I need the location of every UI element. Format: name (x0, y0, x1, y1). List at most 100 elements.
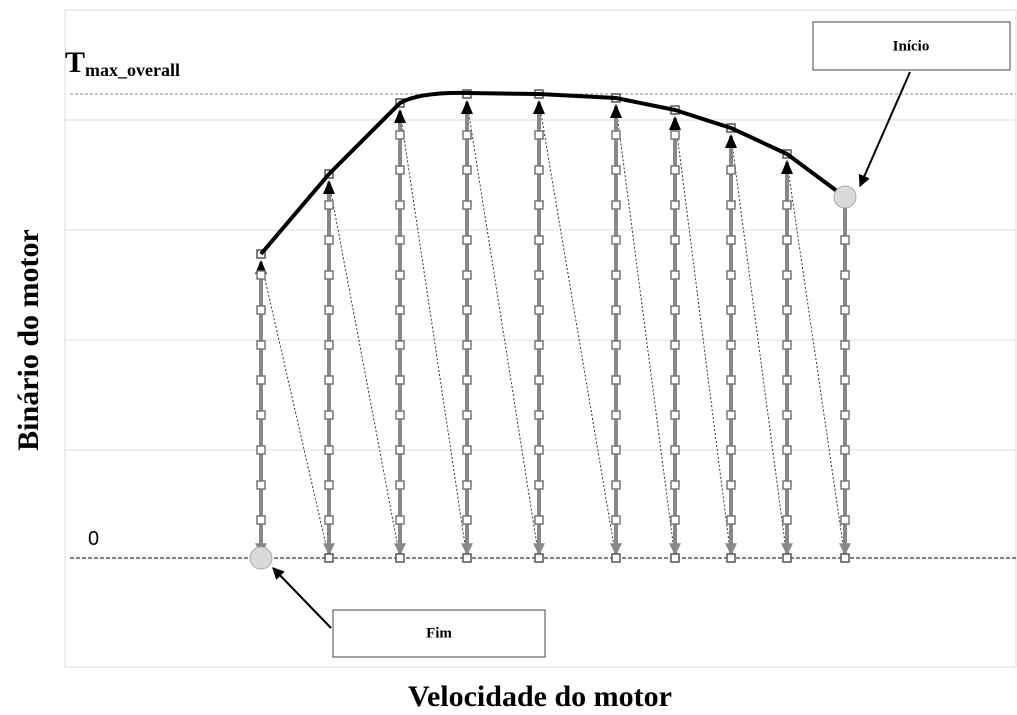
sample-point (256, 375, 266, 385)
sample-point (782, 410, 792, 420)
sample-point (670, 480, 680, 490)
sample-point (670, 270, 680, 280)
arrow-head-up (669, 116, 681, 130)
sample-point (782, 340, 792, 350)
sample-point (462, 200, 472, 210)
sample-point (611, 410, 621, 420)
sample-point (670, 305, 680, 315)
step-dotted (615, 105, 676, 559)
sample-point (611, 445, 621, 455)
sample-point (462, 340, 472, 350)
sample-point (534, 445, 544, 455)
end-point (249, 546, 273, 570)
zero-point (462, 553, 472, 563)
sample-point (324, 270, 334, 280)
sample-point (324, 480, 334, 490)
sample-point (782, 200, 792, 210)
sample-point (670, 410, 680, 420)
sample-point (726, 410, 736, 420)
sample-point (395, 445, 405, 455)
sample-point (395, 130, 405, 140)
sample-point (462, 270, 472, 280)
sample-point (462, 130, 472, 140)
sample-point (256, 340, 266, 350)
sample-point (324, 445, 334, 455)
y-axis-label: Binário do motor (12, 229, 45, 451)
sample-point (462, 305, 472, 315)
sample-point (611, 130, 621, 140)
step-dotted (538, 101, 617, 559)
sample-point (256, 410, 266, 420)
sample-point (395, 270, 405, 280)
sample-point (256, 445, 266, 455)
end-arrow (272, 567, 332, 629)
sample-point (534, 235, 544, 245)
sample-point (324, 305, 334, 315)
step-dotted (466, 101, 540, 559)
sample-point (840, 515, 850, 525)
start-arrow (858, 71, 911, 188)
sample-point (324, 375, 334, 385)
sample-point (726, 270, 736, 280)
sample-point (324, 235, 334, 245)
sample-point (840, 305, 850, 315)
sample-point (462, 165, 472, 175)
arrow-head-up (781, 160, 793, 174)
torque-curve (259, 90, 847, 256)
zero-point (534, 553, 544, 563)
sample-point (534, 165, 544, 175)
sample-point (462, 375, 472, 385)
sample-point (256, 480, 266, 490)
step-dotted (399, 110, 468, 559)
sample-point (782, 305, 792, 315)
plot-frame (64, 9, 1017, 668)
start-point (833, 185, 857, 209)
sample-point (782, 235, 792, 245)
sample-point (256, 305, 266, 315)
tmax-main: T (65, 46, 85, 79)
sample-point (256, 515, 266, 525)
sample-point (670, 375, 680, 385)
sample-point (840, 235, 850, 245)
end-label: Fim (426, 625, 452, 641)
sample-point (534, 305, 544, 315)
zero-point (324, 553, 334, 563)
end-box (332, 609, 546, 658)
sample-point (670, 445, 680, 455)
sample-point (462, 480, 472, 490)
sample-point (462, 235, 472, 245)
sample-point (534, 340, 544, 350)
sample-point (395, 305, 405, 315)
sample-point (782, 375, 792, 385)
sample-point (611, 515, 621, 525)
arrow-head-up (725, 134, 737, 148)
arrow-head-up (461, 100, 473, 114)
sample-point (782, 515, 792, 525)
sample-point (726, 375, 736, 385)
arrow-head-up (323, 180, 335, 194)
sample-point (726, 515, 736, 525)
sample-point (840, 375, 850, 385)
zero-point (395, 553, 405, 563)
arrow-head-up (610, 104, 622, 118)
sample-point (782, 480, 792, 490)
sample-point (726, 305, 736, 315)
sample-point (611, 165, 621, 175)
sample-point (840, 410, 850, 420)
sample-point (462, 445, 472, 455)
step-dotted (786, 161, 846, 559)
sample-point (534, 130, 544, 140)
sample-point (611, 200, 621, 210)
sample-point (840, 270, 850, 280)
sample-point (462, 410, 472, 420)
sample-point (395, 340, 405, 350)
sample-point (324, 340, 334, 350)
sample-point (726, 200, 736, 210)
tmax-subscript: max_overall (85, 60, 180, 80)
sample-point (611, 340, 621, 350)
tmax-label: Tmax_overall (65, 46, 180, 80)
zero-point (670, 553, 680, 563)
sample-point (726, 165, 736, 175)
